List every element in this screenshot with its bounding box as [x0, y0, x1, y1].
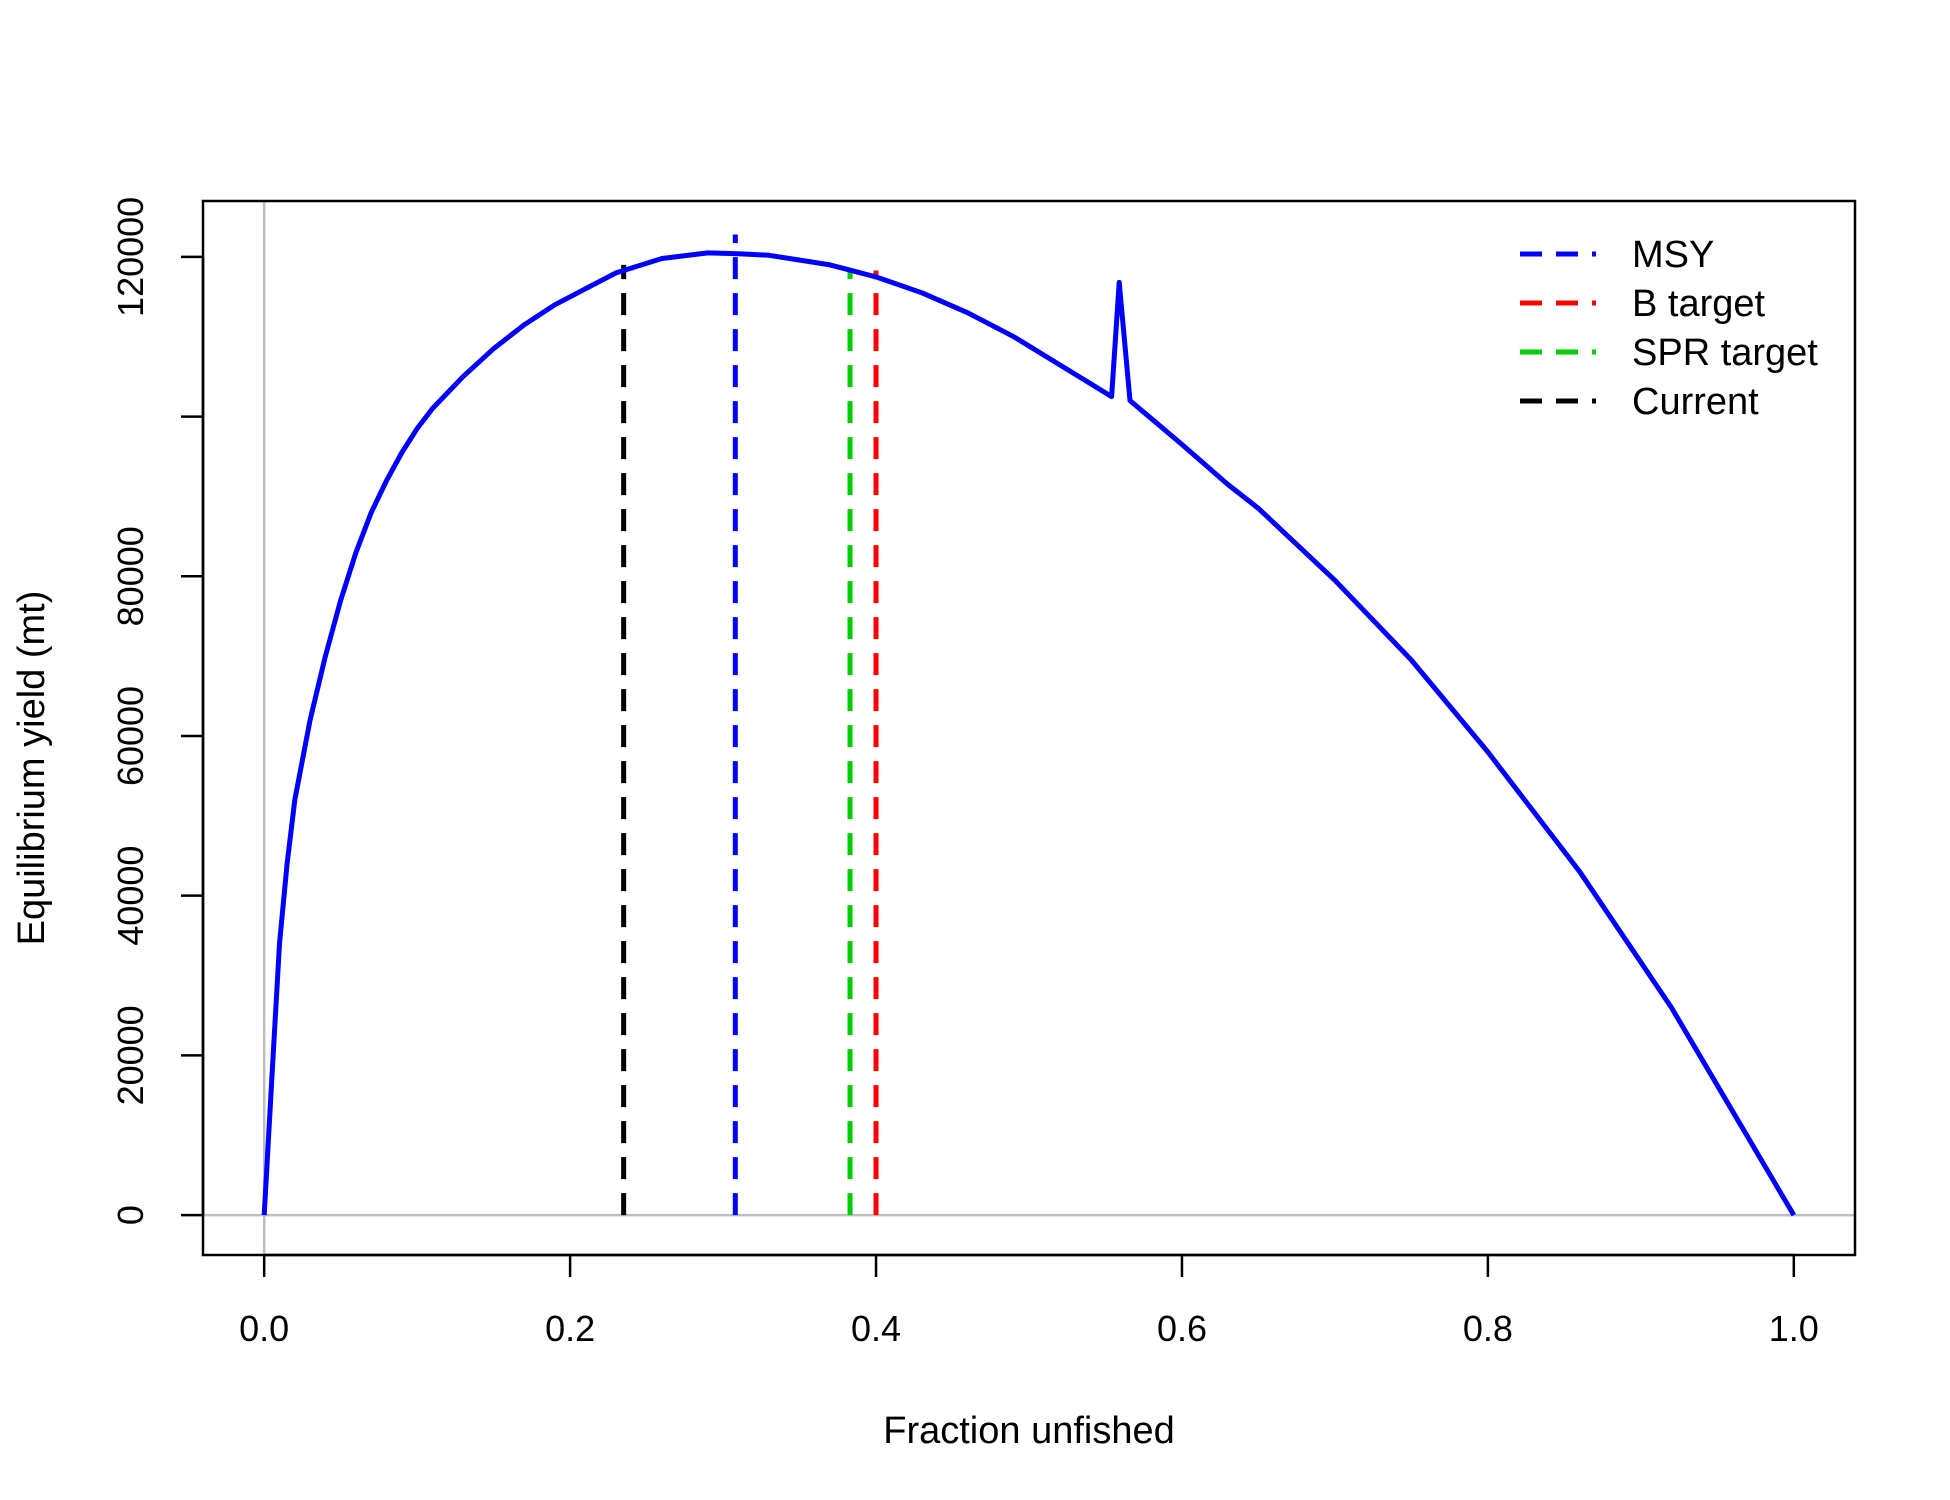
- y-tick-label: 40000: [110, 846, 151, 946]
- x-axis: 0.0 0.2 0.4 0.6 0.8 1.0: [239, 1253, 1819, 1349]
- y-axis-title: Equilibrium yield (mt): [11, 591, 53, 946]
- plot-frame: [201, 199, 1857, 1257]
- x-tick-label: 0.4: [851, 1308, 901, 1349]
- legend-label: B target: [1632, 283, 1766, 325]
- legend-label: MSY: [1632, 234, 1714, 276]
- yield-curve-line: [261, 250, 1796, 1217]
- legend: MSY B target SPR target Current: [1520, 234, 1818, 423]
- y-tick-label: 80000: [110, 526, 151, 626]
- y-tick-label: 60000: [110, 686, 151, 786]
- reference-lines: [203, 201, 1855, 1255]
- x-tick-label: 1.0: [1769, 1308, 1819, 1349]
- x-tick-label: 0.8: [1463, 1308, 1513, 1349]
- x-tick-label: 0.6: [1157, 1308, 1207, 1349]
- y-tick-label: 20000: [110, 1005, 151, 1105]
- x-tick-label: 0.0: [239, 1308, 289, 1349]
- y-axis: 0 20000 40000 60000 80000 120000: [110, 197, 205, 1225]
- x-tick-label: 0.2: [545, 1308, 595, 1349]
- legend-label: SPR target: [1632, 332, 1818, 374]
- legend-label: Current: [1632, 381, 1759, 423]
- x-axis-title: Fraction unfished: [883, 1410, 1175, 1452]
- y-tick-label: 120000: [110, 197, 151, 317]
- series-layer: [261, 250, 1796, 1217]
- y-tick-label: 0: [110, 1205, 151, 1225]
- target-lines: [621, 234, 879, 1216]
